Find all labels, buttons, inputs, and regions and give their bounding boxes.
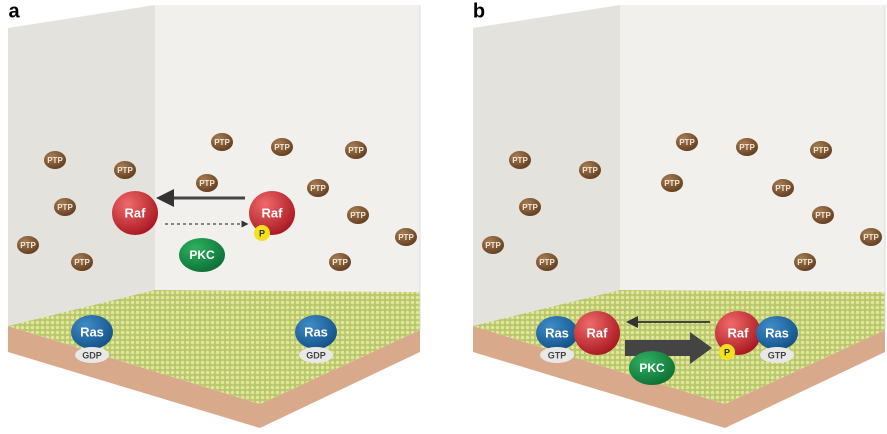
ptp-label: PTP: [57, 203, 73, 212]
panel-label: a: [8, 0, 20, 22]
ras-label: Ras: [304, 324, 328, 339]
ptp-label: PTP: [775, 184, 791, 193]
figure: a PTP PTP PTP PTP PTP PTP PTP PTP PTP PTP PTP PTP PTP…: [0, 0, 887, 434]
ras-label: Ras: [545, 325, 569, 340]
ptp-label: PTP: [522, 203, 538, 212]
pkc-label: PKC: [189, 248, 215, 262]
ptp-label: PTP: [739, 143, 755, 152]
raf-label: Raf: [728, 325, 750, 340]
ptp-label: PTP: [539, 258, 555, 267]
panel-label: b: [473, 0, 485, 22]
ptp-label: PTP: [582, 166, 598, 175]
ptp-label: PTP: [664, 179, 680, 188]
pkc-label: PKC: [639, 361, 665, 375]
ras-label: Ras: [80, 324, 104, 339]
ptp-label: PTP: [199, 179, 215, 188]
ptp-label: PTP: [274, 143, 290, 152]
ptp-label: PTP: [863, 233, 879, 242]
ptp-label: PTP: [813, 146, 829, 155]
ptp-label: PTP: [797, 258, 813, 267]
raf-label: Raf: [125, 205, 147, 220]
nucleotide-label: GTP: [548, 350, 567, 360]
raf-label: Raf: [587, 325, 609, 340]
ptp-label: PTP: [332, 258, 348, 267]
nucleotide-label: GDP: [82, 350, 102, 360]
ptp-label: PTP: [348, 146, 364, 155]
ptp-label: PTP: [117, 166, 133, 175]
phospho-label: P: [259, 228, 265, 238]
ptp-label: PTP: [20, 241, 36, 250]
nucleotide-label: GTP: [768, 350, 787, 360]
ptp-label: PTP: [398, 233, 414, 242]
ptp-label: PTP: [679, 138, 695, 147]
raf-label: Raf: [262, 205, 284, 220]
ptp-label: PTP: [512, 156, 528, 165]
ras-label: Ras: [765, 325, 789, 340]
ptp-label: PTP: [74, 258, 90, 267]
phospho-label: P: [724, 347, 730, 357]
ptp-label: PTP: [310, 184, 326, 193]
ptp-label: PTP: [485, 241, 501, 250]
ptp-label: PTP: [47, 156, 63, 165]
ptp-label: PTP: [214, 138, 230, 147]
ptp-label: PTP: [815, 211, 831, 220]
nucleotide-label: GDP: [306, 350, 326, 360]
ptp-label: PTP: [350, 211, 366, 220]
